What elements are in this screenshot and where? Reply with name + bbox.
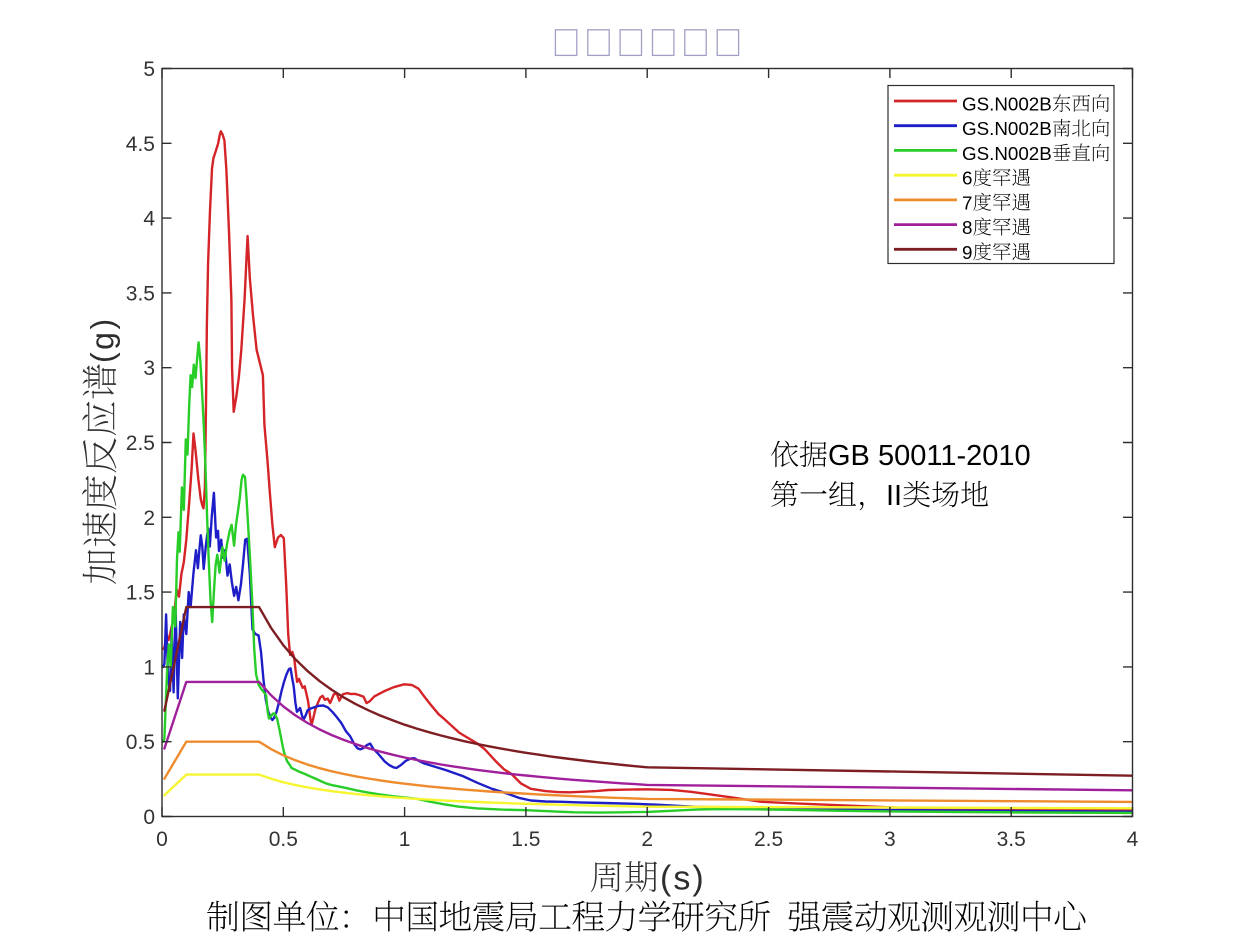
svg-text:8: 8 [962, 217, 972, 238]
svg-text:3: 3 [884, 828, 896, 851]
svg-text:1: 1 [143, 656, 155, 679]
svg-text:2.5: 2.5 [126, 432, 155, 455]
svg-text:3: 3 [143, 357, 155, 380]
svg-text:3.5: 3.5 [997, 828, 1026, 851]
svg-text:GS.N002B: GS.N002B [962, 143, 1052, 164]
svg-text:1.5: 1.5 [511, 828, 540, 851]
svg-text:0: 0 [143, 806, 155, 829]
svg-text:4: 4 [1127, 828, 1139, 851]
svg-text:3.5: 3.5 [126, 282, 155, 305]
svg-text:2: 2 [641, 828, 653, 851]
svg-text:7: 7 [962, 192, 972, 213]
svg-text:4: 4 [143, 208, 155, 231]
svg-text:1: 1 [399, 828, 411, 851]
svg-text:5: 5 [143, 58, 155, 81]
svg-text:II: II [886, 480, 902, 512]
svg-text:GS.N002B: GS.N002B [962, 94, 1052, 115]
svg-text:6: 6 [962, 168, 972, 189]
svg-text:GB 50011-2010: GB 50011-2010 [828, 440, 1031, 472]
svg-text:(s): (s) [660, 860, 706, 898]
svg-text:0.5: 0.5 [126, 731, 155, 754]
svg-text:GS.N002B: GS.N002B [962, 118, 1052, 139]
svg-text:1.5: 1.5 [126, 582, 155, 605]
svg-text:9: 9 [962, 242, 972, 263]
svg-text:0.5: 0.5 [269, 828, 298, 851]
svg-text:4.5: 4.5 [126, 133, 155, 156]
svg-text:0: 0 [156, 828, 168, 851]
svg-text:2.5: 2.5 [754, 828, 783, 851]
svg-text:2: 2 [143, 507, 155, 530]
svg-text:(g): (g) [85, 316, 121, 363]
